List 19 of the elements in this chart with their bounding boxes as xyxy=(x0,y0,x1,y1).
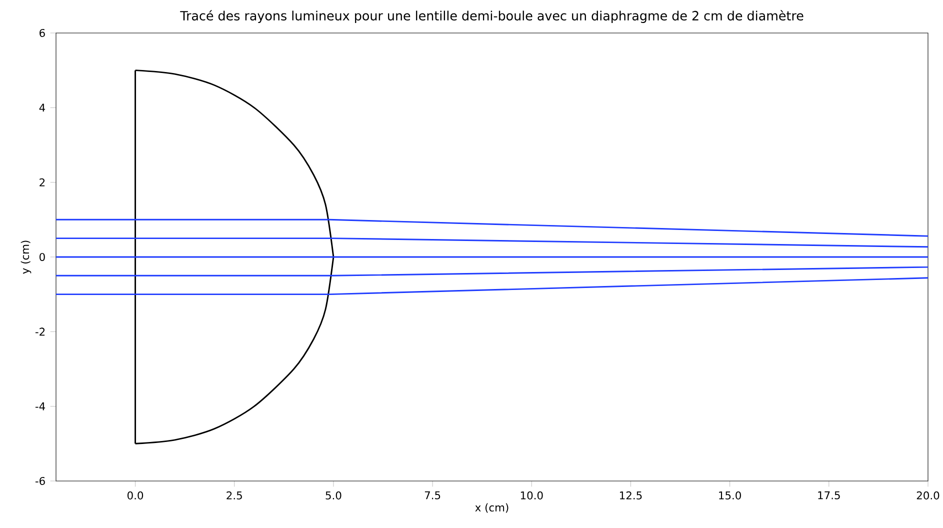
y-tick-label: 0 xyxy=(40,252,45,262)
x-tick-label: 12.5 xyxy=(620,491,642,500)
x-tick-label: 5.0 xyxy=(326,491,342,500)
y-tick-label: 4 xyxy=(39,104,46,112)
y-tick-label: -4 xyxy=(36,402,46,410)
y-tick-label: -6 xyxy=(36,476,45,486)
x-tick-label: 0.0 xyxy=(128,491,144,500)
x-tick-label: 20.0 xyxy=(916,491,940,500)
x-tick-label: 15.0 xyxy=(719,491,741,500)
y-tick-label: 2 xyxy=(40,178,45,186)
y-tick-label: -2 xyxy=(36,328,45,336)
chart-title: Tracé des rayons lumineux pour une lentille demi-boule avec un diaphragme de 2 cm de diamètre xyxy=(180,10,804,23)
x-tick-label: 17.5 xyxy=(818,491,840,500)
y-tick-label: 6 xyxy=(40,28,45,38)
x-tick-label: 2.5 xyxy=(226,491,242,500)
x-tick-label: 10.0 xyxy=(520,491,543,500)
x-tick-label: 7.5 xyxy=(424,491,440,500)
x-axis-title: x (cm) xyxy=(475,503,508,513)
y-axis-title: y (cm) xyxy=(20,240,32,274)
